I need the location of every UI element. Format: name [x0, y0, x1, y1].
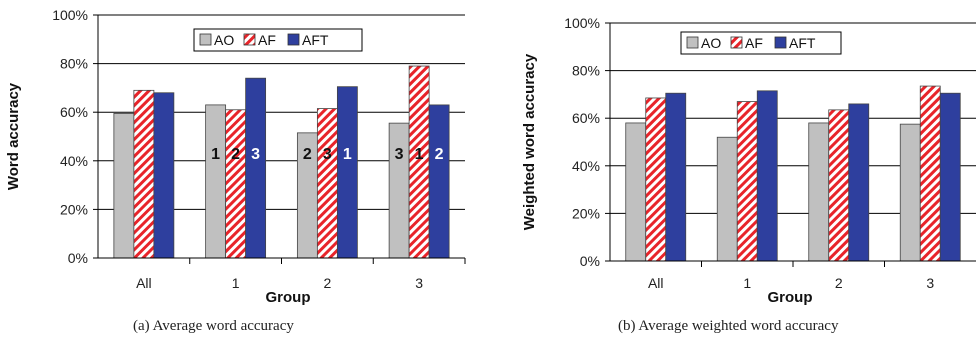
y-tick-label-b: 80% — [572, 63, 600, 79]
y-tick-label-b: 20% — [572, 205, 600, 221]
legend-label-b-af: AF — [745, 35, 763, 51]
bar-b-aft — [848, 103, 870, 262]
bar-rank-label-a: 3 — [323, 146, 332, 163]
bar-rank-label-a: 1 — [343, 146, 352, 163]
x-tick-label-a: All — [136, 275, 152, 291]
legend-b — [680, 31, 842, 55]
bar-b-aft — [665, 92, 687, 262]
y-tick-label-b: 40% — [572, 158, 600, 174]
y-axis-label-b: Weighted word accuracy — [521, 53, 538, 230]
caption-a: (a) Average word accuracy — [133, 318, 294, 334]
bar-rank-label-a: 1 — [211, 146, 220, 163]
legend-swatch-b-aft — [774, 36, 787, 49]
chart-panel-b: 0% 20% 40% 60% 80% 100% Weighted word accuracy… — [521, 15, 976, 306]
bar-rank-label-a: 2 — [435, 146, 444, 163]
bar-rank-label-a: 3 — [251, 146, 260, 163]
bar-a-aft — [336, 86, 358, 259]
bar-a-af — [225, 109, 247, 259]
bar-a-ao — [205, 104, 227, 259]
legend-swatch-b-ao — [686, 36, 699, 49]
x-tick-label-a: 3 — [415, 275, 423, 291]
bar-a-aft — [153, 92, 175, 259]
y-tick-label-b: 60% — [572, 110, 600, 126]
y-tick-label-b: 0% — [580, 253, 600, 269]
y-tick-label-a: 20% — [60, 201, 88, 217]
y-tick-label-a: 0% — [68, 250, 88, 266]
legend-label-a-aft: AFT — [302, 32, 329, 48]
bar-a-af — [316, 108, 338, 259]
legend-label-a-ao: AO — [214, 32, 234, 48]
legend-label-b-ao: AO — [701, 35, 721, 51]
bar-b-aft — [939, 92, 961, 262]
legend-swatch-b-af — [730, 36, 743, 49]
bar-b-af — [645, 97, 667, 262]
y-tick-label-a: 40% — [60, 153, 88, 169]
legend-label-b-aft: AFT — [789, 35, 816, 51]
legend-swatch-a-ao — [199, 33, 212, 46]
x-tick-label-b: 1 — [743, 275, 751, 291]
legend-swatch-a-aft — [287, 33, 300, 46]
bar-rank-label-a: 2 — [231, 146, 240, 163]
legend-swatch-a-af — [243, 33, 256, 46]
bar-b-aft — [756, 90, 778, 262]
bar-a-aft — [245, 77, 267, 259]
bar-b-ao — [808, 122, 830, 262]
bar-b-af — [828, 109, 850, 262]
bar-rank-label-a: 1 — [415, 146, 424, 163]
bar-b-ao — [899, 123, 921, 262]
bar-b-ao — [625, 122, 647, 262]
y-tick-label-b: 100% — [564, 15, 600, 31]
bar-a-aft — [428, 104, 450, 259]
legend-label-a-af: AF — [258, 32, 276, 48]
x-tick-label-a: 2 — [323, 275, 331, 291]
bar-a-ao — [388, 122, 410, 259]
x-tick-label-a: 1 — [232, 275, 240, 291]
x-tick-label-b: All — [648, 275, 664, 291]
bar-rank-label-a: 2 — [303, 146, 312, 163]
bar-b-ao — [716, 136, 738, 262]
y-tick-label-a: 80% — [60, 56, 88, 72]
bar-a-ao — [113, 113, 135, 259]
x-tick-label-b: 3 — [926, 275, 934, 291]
bar-b-af — [919, 85, 941, 262]
x-tick-label-b: 2 — [835, 275, 843, 291]
legend-a — [193, 28, 363, 52]
caption-b: (b) Average weighted word accuracy — [618, 318, 839, 334]
x-axis-label-b: Group — [768, 289, 813, 306]
bar-rank-label-a: 3 — [395, 146, 404, 163]
y-tick-label-a: 60% — [60, 104, 88, 120]
x-axis-label-a: Group — [266, 289, 311, 306]
bar-a-af — [133, 89, 155, 259]
y-tick-label-a: 100% — [52, 7, 88, 23]
bar-b-af — [736, 101, 758, 262]
y-axis-label-a: Word accuracy — [5, 82, 22, 190]
